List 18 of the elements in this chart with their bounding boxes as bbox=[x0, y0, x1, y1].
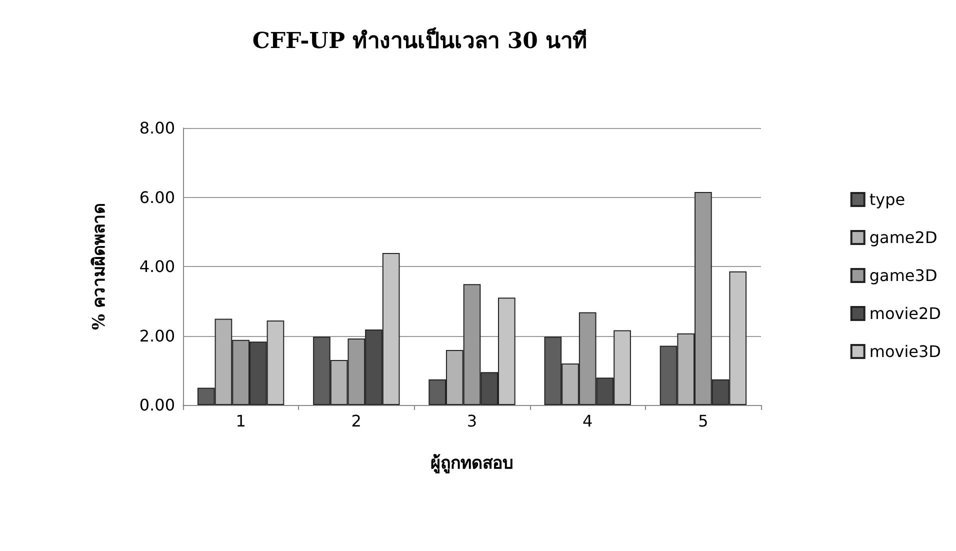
y-tick-label: 0.00 bbox=[139, 396, 175, 414]
y-tick-label: 6.00 bbox=[139, 188, 175, 207]
x-tick-label: 1 bbox=[236, 412, 246, 430]
y-tick-label: 2.00 bbox=[139, 326, 175, 346]
legend-label: movie3D bbox=[869, 342, 942, 361]
x-axis-title: ผู้ถูกทดสอบ bbox=[430, 454, 514, 474]
legend-label: type bbox=[869, 190, 906, 209]
chart-title: CFF-UP ทำงานเป็นเวลา 30 นาที bbox=[252, 26, 588, 54]
x-tick-label: 2 bbox=[351, 412, 362, 430]
legend-label: game3D bbox=[869, 266, 938, 285]
y-tick-label: 4.00 bbox=[139, 257, 175, 276]
x-tick-label: 5 bbox=[698, 412, 708, 430]
x-tick-label: 4 bbox=[582, 412, 593, 430]
x-tick-label: 3 bbox=[466, 412, 478, 430]
y-tick-label: 8.00 bbox=[139, 118, 175, 138]
legend-label: game2D bbox=[869, 228, 938, 247]
y-axis-title: % ความผิดพลาด bbox=[90, 202, 110, 330]
legend-label: movie2D bbox=[869, 304, 942, 323]
